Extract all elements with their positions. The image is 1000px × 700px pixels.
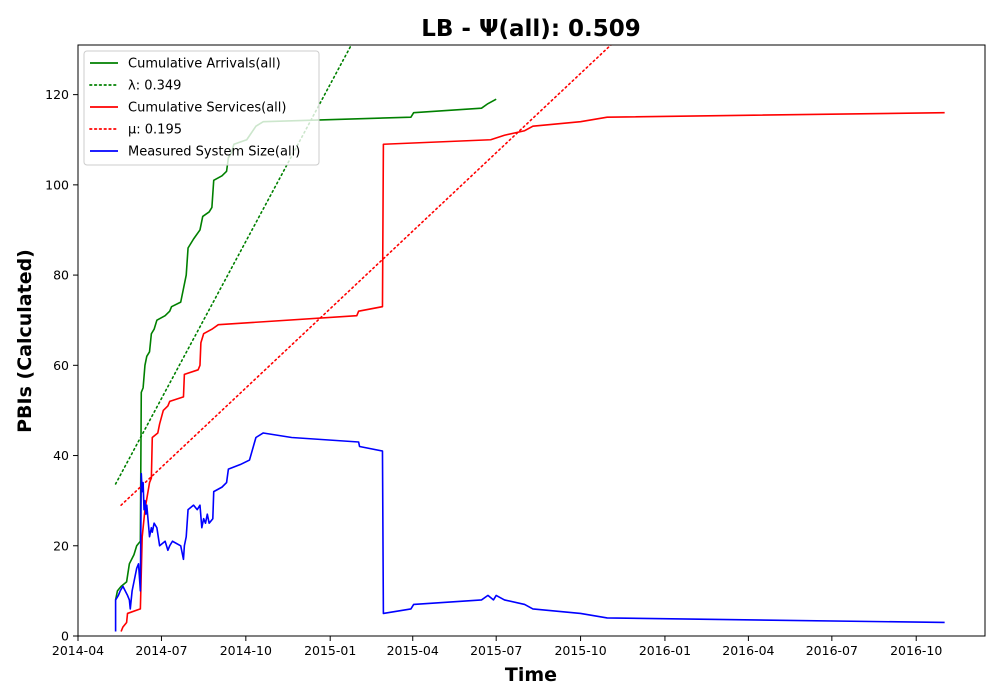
x-tick-label: 2015-10 [554, 643, 606, 658]
x-tick-label: 2016-07 [806, 643, 858, 658]
legend-label: Cumulative Arrivals(all) [128, 57, 281, 72]
y-tick-label: 20 [53, 538, 69, 553]
y-tick-label: 100 [45, 177, 69, 192]
y-tick-label: 120 [45, 87, 69, 102]
y-axis: 0 20 40 60 80 100 120 [45, 87, 78, 644]
legend-label: μ: 0.195 [128, 123, 182, 138]
chart-title: LB - Ψ(all): 0.509 [421, 16, 641, 42]
y-tick-label: 40 [53, 448, 69, 463]
series-line-5-measured-system-size-all [114, 432, 945, 632]
x-tick-label: 2016-01 [639, 643, 691, 658]
y-axis-label: PBIs (Calculated) [14, 249, 36, 433]
x-tick-label: 2014-10 [220, 643, 272, 658]
y-tick-label: 60 [53, 358, 69, 373]
x-tick-label: 2015-01 [304, 643, 356, 658]
series-line-4-0-195 [120, 45, 612, 506]
legend-label: λ: 0.349 [128, 79, 181, 94]
x-axis-label: Time [505, 664, 557, 686]
x-tick-label: 2015-04 [387, 643, 439, 658]
series-line-3-cumulative-services-all [120, 111, 945, 632]
legend: Cumulative Arrivals(all) λ: 0.349 Cumulati… [83, 50, 320, 166]
legend-label: Measured System Size(all) [128, 145, 300, 160]
legend-box [83, 50, 320, 166]
x-tick-label: 2014-04 [52, 643, 104, 658]
legend-label: Cumulative Services(all) [128, 101, 286, 116]
y-tick-label: 0 [61, 629, 69, 644]
y-tick-label: 80 [53, 268, 69, 283]
x-tick-label: 2016-04 [722, 643, 774, 658]
x-tick-label: 2014-07 [135, 643, 187, 658]
x-tick-label: 2016-10 [890, 643, 942, 658]
x-axis: 2014-04 2014-07 2014-10 2015-01 2015-04 2015-… [52, 636, 942, 658]
x-tick-label: 2015-07 [470, 643, 522, 658]
plot-frame [77, 44, 986, 637]
